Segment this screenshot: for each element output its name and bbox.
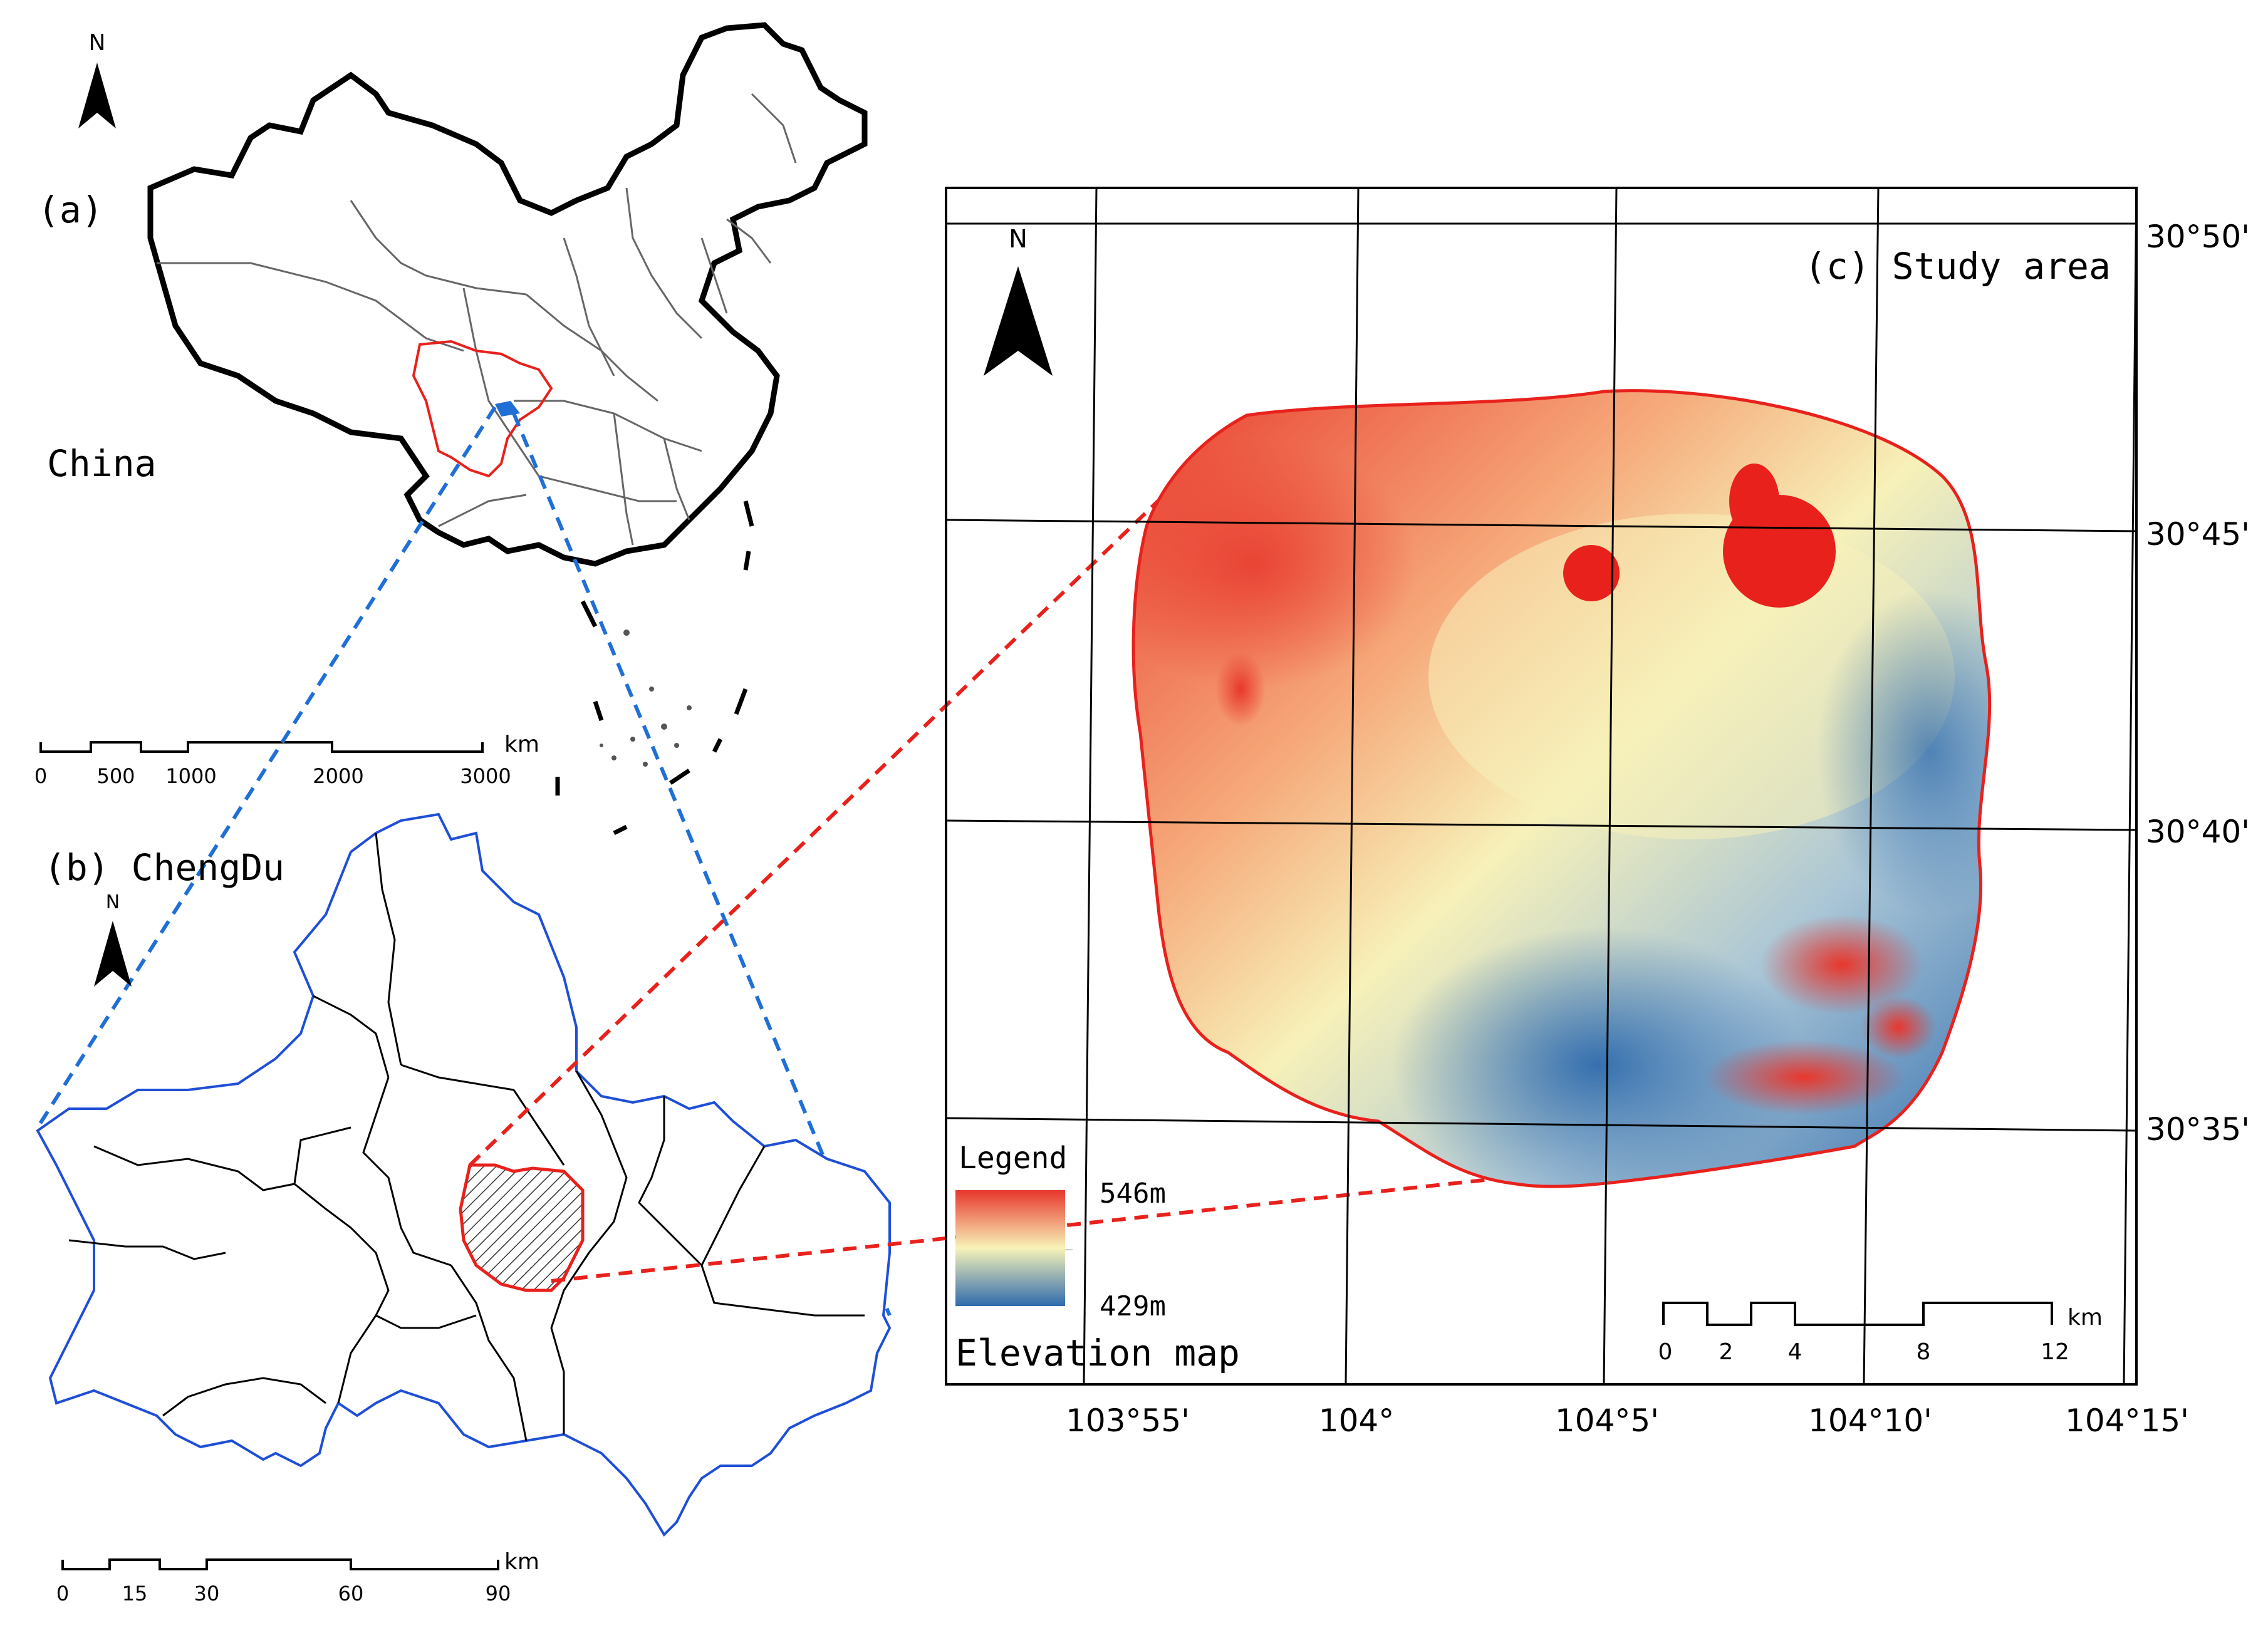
svg-text:30: 30	[194, 1582, 220, 1605]
svg-text:1000: 1000	[165, 764, 216, 788]
svg-text:104°10': 104°10'	[1808, 1402, 1932, 1439]
svg-text:30°35': 30°35'	[2146, 1111, 2250, 1148]
legend-min: 429m	[1100, 1290, 1166, 1322]
elevation-raster	[1133, 390, 1990, 1187]
district-lines	[68, 832, 865, 1441]
china-label: China	[47, 442, 157, 485]
svg-text:4: 4	[1788, 1339, 1802, 1365]
svg-text:km: km	[504, 1549, 539, 1575]
svg-text:90: 90	[486, 1582, 511, 1605]
svg-text:500: 500	[96, 764, 135, 788]
svg-text:15: 15	[122, 1582, 148, 1605]
svg-text:30°50': 30°50'	[2146, 219, 2250, 255]
scale-bar-a	[39, 741, 484, 753]
svg-text:2000: 2000	[313, 764, 363, 788]
panel-c-study-area: (c) Study area N 30°50' 30°45' 30°40' 30…	[945, 187, 2250, 1439]
north-arrow-b: N	[94, 891, 132, 987]
panel-c-label: (c) Study area	[1804, 245, 2111, 288]
sichuan-province-outline	[412, 340, 553, 478]
svg-text:104°15': 104°15'	[2065, 1402, 2189, 1439]
svg-text:N: N	[106, 891, 120, 913]
longitude-labels: 103°55' 104° 104°5' 104°10' 104°15'	[1066, 1402, 2189, 1439]
scale-bar-b	[61, 1558, 499, 1570]
svg-text:N: N	[89, 30, 106, 56]
map-frame	[945, 187, 2138, 1386]
panel-a-label: (a)	[38, 189, 103, 231]
svg-text:103°55': 103°55'	[1066, 1402, 1190, 1439]
legend-title: Legend	[959, 1141, 1067, 1176]
svg-text:N: N	[1009, 225, 1027, 254]
island-dots	[600, 630, 692, 767]
legend-color-ramp	[955, 1190, 1065, 1306]
svg-text:12: 12	[2041, 1339, 2069, 1365]
panel-a-china-map: China (a) N 0 500 1000 2000 3000 km	[34, 22, 868, 836]
china-outline	[147, 22, 868, 567]
svg-text:30°45': 30°45'	[2146, 516, 2250, 552]
svg-text:km: km	[504, 732, 539, 757]
svg-text:0: 0	[56, 1582, 69, 1605]
legend-max: 546m	[1100, 1178, 1166, 1210]
scale-ticks-c: 0 2 4 8 12 km	[1658, 1305, 2103, 1365]
south-china-sea-dashes	[555, 500, 754, 836]
svg-text:0: 0	[34, 764, 47, 788]
study-area-boundary	[1131, 389, 1992, 1188]
north-arrow-c: N	[984, 225, 1053, 376]
svg-text:2: 2	[1719, 1339, 1734, 1365]
svg-text:60: 60	[338, 1582, 364, 1605]
svg-text:3000: 3000	[460, 764, 511, 788]
panel-b-chengdu-map: (b) ChengDu N	[36, 812, 892, 1537]
panel-b-label: (b) ChengDu	[44, 846, 284, 889]
svg-text:0: 0	[1658, 1339, 1673, 1365]
latitude-labels: 30°50' 30°45' 30°40' 30°35'	[2146, 219, 2250, 1148]
province-lines	[157, 93, 797, 546]
scale-ticks-a: 0 500 1000 2000 3000 km	[34, 732, 539, 788]
svg-text:30°40': 30°40'	[2146, 814, 2250, 850]
north-arrow-a: N	[78, 30, 116, 128]
scale-ticks-b: 0 15 30 60 90 km	[56, 1549, 539, 1605]
chengdu-marker	[495, 401, 520, 417]
svg-text:104°5': 104°5'	[1555, 1402, 1659, 1439]
chengdu-outline	[36, 812, 892, 1537]
svg-text:8: 8	[1917, 1339, 1931, 1365]
legend-caption: Elevation map	[955, 1332, 1240, 1374]
legend: Legend 546m 429m Elevation map	[955, 1141, 1240, 1374]
scale-bar-c	[1662, 1302, 2053, 1326]
svg-text:km: km	[2068, 1305, 2103, 1330]
svg-text:104°: 104°	[1319, 1402, 1394, 1439]
graticule	[945, 187, 2138, 1385]
